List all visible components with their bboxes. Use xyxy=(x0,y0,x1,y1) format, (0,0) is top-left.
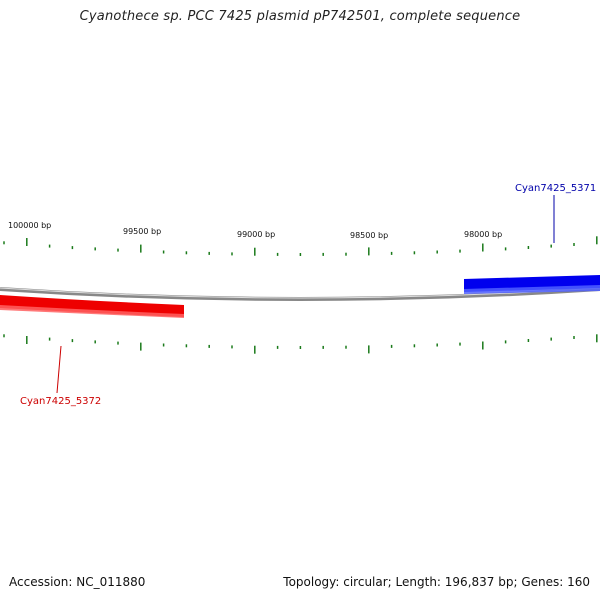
map-title: Cyanothece sp. PCC 7425 plasmid pP742501… xyxy=(79,9,521,24)
gene-cyan7425-5372[interactable]: Cyan7425_5372 xyxy=(0,295,184,407)
plasmid-backbone xyxy=(0,287,600,301)
gene-arc-cyan7425-5372[interactable] xyxy=(0,295,184,317)
gene-arc-shadow-cyan7425-5372 xyxy=(0,305,184,318)
gene-cyan7425-5371[interactable]: Cyan7425_5371 xyxy=(464,183,600,294)
outer-scale-ticks xyxy=(3,236,598,256)
gene-arc-shadow-cyan7425-5371 xyxy=(464,285,600,294)
scale-label-100000: 100000 bp xyxy=(8,221,51,230)
accession-text: Accession: NC_011880 xyxy=(9,575,146,589)
inner-scale-ticks xyxy=(3,334,598,354)
scale-label-98500: 98500 bp xyxy=(350,231,388,240)
gene-leader-cyan7425-5372 xyxy=(56,345,62,394)
gene-label-cyan7425-5371[interactable]: Cyan7425_5371 xyxy=(515,183,596,194)
gene-label-cyan7425-5372[interactable]: Cyan7425_5372 xyxy=(20,396,101,407)
scale-label-99500: 99500 bp xyxy=(123,227,161,236)
scale-label-99000: 99000 bp xyxy=(237,230,275,239)
summary-text: Topology: circular; Length: 196,837 bp; … xyxy=(283,575,590,589)
scale-label-98000: 98000 bp xyxy=(464,230,502,239)
